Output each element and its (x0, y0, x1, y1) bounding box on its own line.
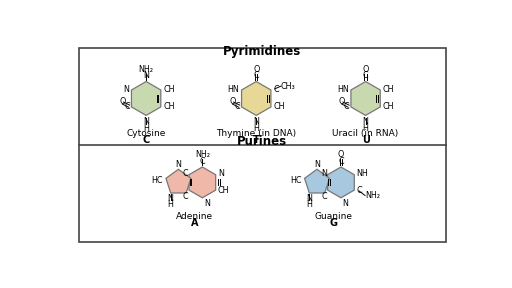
Text: C: C (124, 103, 130, 111)
Text: N: N (306, 194, 312, 203)
Text: NH₂: NH₂ (365, 191, 380, 200)
Text: Pyrimidines: Pyrimidines (223, 45, 302, 58)
Bar (79, 48, 445, 242)
Polygon shape (132, 82, 161, 115)
Text: C: C (321, 192, 327, 201)
Text: N: N (314, 160, 320, 168)
Text: C: C (200, 157, 205, 166)
Polygon shape (189, 167, 216, 198)
Text: C: C (356, 185, 362, 195)
Text: C: C (338, 157, 344, 166)
Text: H: H (143, 124, 149, 133)
Text: C: C (142, 135, 150, 145)
Polygon shape (242, 82, 271, 115)
Polygon shape (305, 169, 329, 193)
Text: HC: HC (152, 176, 163, 185)
Text: C: C (273, 85, 279, 94)
Text: NH: NH (356, 169, 368, 179)
Text: H: H (362, 124, 369, 133)
Text: Thymine (in DNA): Thymine (in DNA) (216, 129, 296, 138)
Text: Cytosine: Cytosine (126, 129, 166, 138)
Text: C: C (253, 71, 259, 80)
Text: CH: CH (218, 185, 229, 195)
Text: H: H (167, 200, 174, 209)
Text: C: C (344, 103, 349, 111)
Text: A: A (191, 218, 198, 228)
Text: O: O (229, 97, 236, 106)
Text: Uracil (in RNA): Uracil (in RNA) (332, 129, 399, 138)
Text: N: N (167, 194, 174, 203)
Text: NH₂: NH₂ (195, 150, 210, 159)
Polygon shape (166, 169, 191, 193)
Text: N: N (253, 117, 259, 126)
Text: CH: CH (163, 103, 175, 111)
Text: N: N (362, 117, 369, 126)
Text: N: N (143, 117, 149, 126)
Text: N: N (343, 199, 348, 208)
Text: N: N (321, 169, 327, 178)
Text: CH: CH (273, 103, 285, 111)
Text: U: U (361, 135, 370, 145)
Text: N: N (123, 86, 129, 94)
Text: H: H (253, 124, 259, 133)
Text: CH₃: CH₃ (281, 82, 295, 91)
Polygon shape (328, 167, 354, 198)
Text: N: N (218, 169, 224, 179)
Text: HN: HN (337, 86, 349, 94)
Text: C: C (363, 71, 369, 80)
Text: O: O (119, 97, 125, 106)
Text: Guanine: Guanine (314, 212, 352, 221)
Text: O: O (253, 65, 260, 74)
Text: N: N (204, 199, 210, 208)
Text: G: G (329, 218, 337, 228)
Text: CH: CH (382, 103, 394, 111)
Text: HC: HC (290, 176, 302, 185)
Text: C: C (234, 103, 240, 111)
Text: HN: HN (227, 86, 239, 94)
Text: C: C (183, 192, 188, 201)
Text: O: O (362, 65, 369, 74)
Text: N: N (176, 160, 181, 168)
Text: C: C (183, 169, 188, 178)
Text: CH: CH (163, 86, 175, 94)
Text: O: O (338, 150, 344, 159)
Text: O: O (338, 97, 345, 106)
Text: T: T (253, 135, 260, 145)
Text: NH₂: NH₂ (139, 65, 154, 74)
Polygon shape (351, 82, 380, 115)
Text: H: H (306, 200, 312, 209)
Text: N: N (143, 71, 149, 80)
Text: Adenine: Adenine (176, 212, 213, 221)
Text: CH: CH (382, 86, 394, 94)
Text: Purines: Purines (238, 135, 287, 148)
